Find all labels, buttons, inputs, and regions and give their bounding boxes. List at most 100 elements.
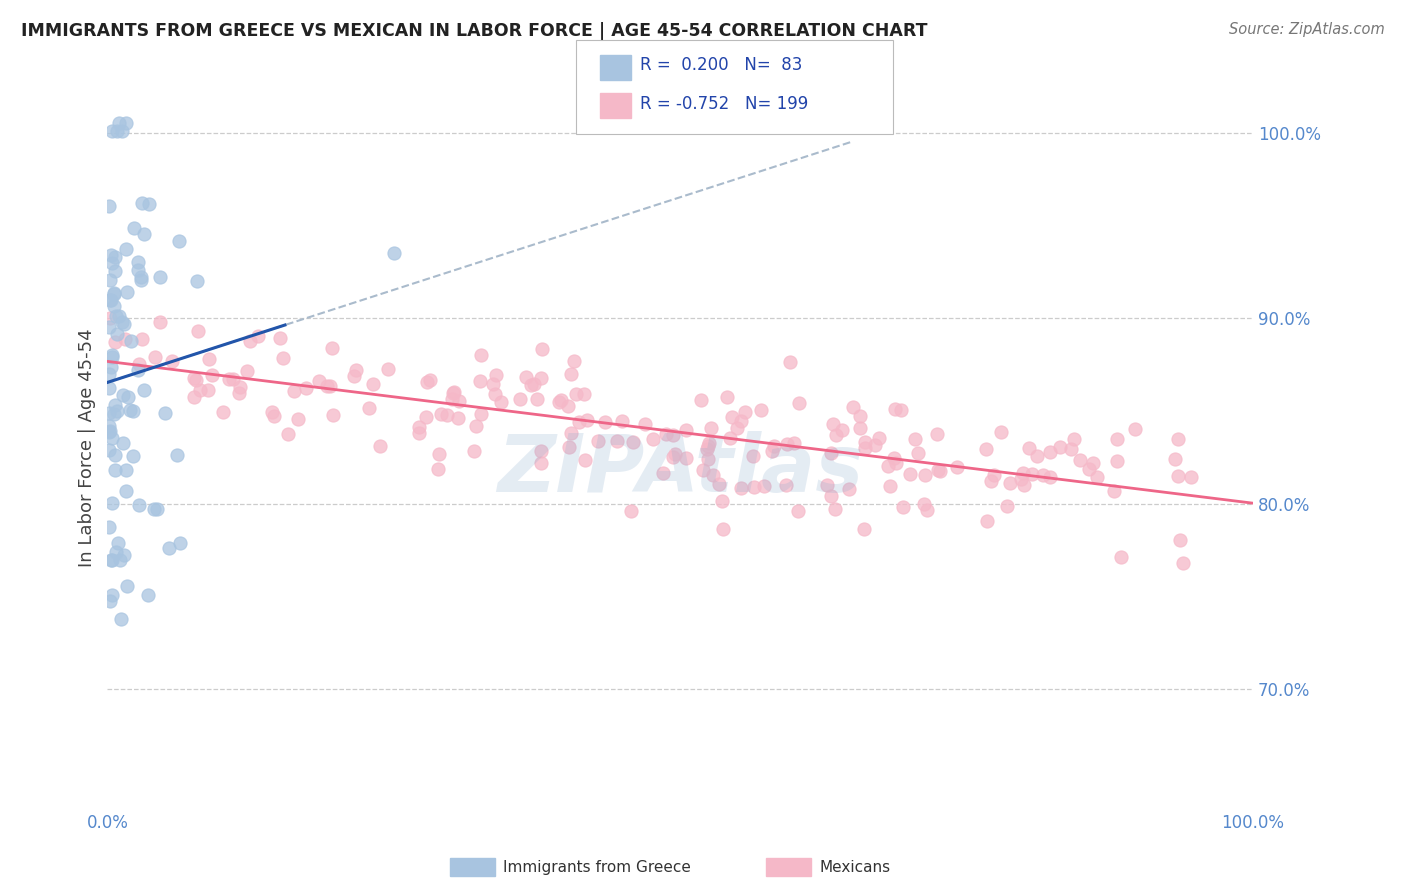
- Point: [110, 612, 132, 626]
- Point: [904, 432, 927, 446]
- Point: [606, 434, 628, 449]
- Point: [315, 379, 337, 393]
- Point: [162, 354, 184, 368]
- Point: [879, 479, 901, 493]
- Point: [900, 467, 922, 481]
- Point: [228, 386, 250, 401]
- Point: [107, 536, 129, 550]
- Point: [1018, 441, 1040, 455]
- Point: [100, 247, 122, 261]
- Point: [464, 419, 486, 434]
- Point: [382, 246, 405, 260]
- Point: [111, 315, 134, 329]
- Point: [820, 445, 842, 459]
- Point: [662, 450, 685, 464]
- Point: [100, 351, 122, 365]
- Point: [907, 446, 929, 460]
- Point: [741, 449, 763, 463]
- Point: [101, 431, 124, 445]
- Point: [1123, 422, 1146, 436]
- Point: [361, 376, 384, 391]
- Point: [849, 409, 872, 423]
- Point: [443, 384, 465, 399]
- Point: [914, 467, 936, 482]
- Point: [696, 451, 718, 466]
- Point: [101, 256, 124, 270]
- Point: [983, 467, 1005, 482]
- Point: [574, 386, 596, 401]
- Point: [169, 535, 191, 549]
- Point: [247, 329, 270, 343]
- Point: [470, 347, 492, 361]
- Point: [104, 448, 127, 462]
- Point: [111, 124, 134, 138]
- Point: [620, 504, 643, 518]
- Point: [166, 449, 188, 463]
- Point: [470, 407, 492, 421]
- Point: [1010, 472, 1032, 486]
- Point: [105, 403, 128, 417]
- Point: [776, 437, 799, 451]
- Point: [1039, 445, 1062, 459]
- Point: [946, 459, 969, 474]
- Point: [1163, 451, 1185, 466]
- Point: [188, 383, 211, 397]
- Point: [155, 406, 177, 420]
- Point: [838, 482, 860, 496]
- Point: [575, 412, 598, 426]
- Point: [1168, 533, 1191, 547]
- Point: [98, 425, 121, 439]
- Point: [841, 400, 863, 414]
- Point: [118, 403, 141, 417]
- Point: [169, 234, 191, 248]
- Point: [127, 255, 149, 269]
- Point: [890, 403, 912, 417]
- Point: [97, 381, 120, 395]
- Point: [441, 392, 464, 406]
- Point: [523, 377, 546, 392]
- Point: [1069, 453, 1091, 467]
- Point: [574, 453, 596, 467]
- Point: [1049, 440, 1071, 454]
- Point: [1171, 556, 1194, 570]
- Point: [853, 441, 876, 455]
- Point: [1063, 433, 1085, 447]
- Point: [186, 274, 208, 288]
- Point: [1102, 484, 1125, 499]
- Point: [115, 116, 138, 130]
- Point: [287, 412, 309, 426]
- Point: [104, 264, 127, 278]
- Point: [368, 439, 391, 453]
- Point: [427, 447, 450, 461]
- Point: [115, 483, 138, 498]
- Point: [742, 480, 765, 494]
- Point: [104, 334, 127, 349]
- Point: [927, 426, 949, 441]
- Point: [696, 442, 718, 457]
- Point: [343, 369, 366, 384]
- Point: [218, 372, 240, 386]
- Point: [344, 363, 367, 377]
- Point: [1180, 470, 1202, 484]
- Point: [530, 444, 553, 458]
- Point: [115, 242, 138, 256]
- Point: [980, 474, 1002, 488]
- Point: [98, 310, 121, 325]
- Point: [621, 435, 644, 450]
- Point: [593, 415, 616, 429]
- Point: [775, 478, 797, 492]
- Point: [321, 341, 343, 355]
- Point: [97, 443, 120, 458]
- Point: [849, 420, 872, 434]
- Point: [98, 424, 121, 438]
- Point: [730, 414, 752, 428]
- Point: [655, 426, 678, 441]
- Point: [271, 351, 294, 365]
- Point: [104, 462, 127, 476]
- Point: [211, 405, 233, 419]
- Point: [917, 502, 939, 516]
- Text: R =  0.200   N=  83: R = 0.200 N= 83: [640, 56, 801, 74]
- Point: [98, 594, 121, 608]
- Point: [138, 196, 160, 211]
- Point: [557, 399, 579, 413]
